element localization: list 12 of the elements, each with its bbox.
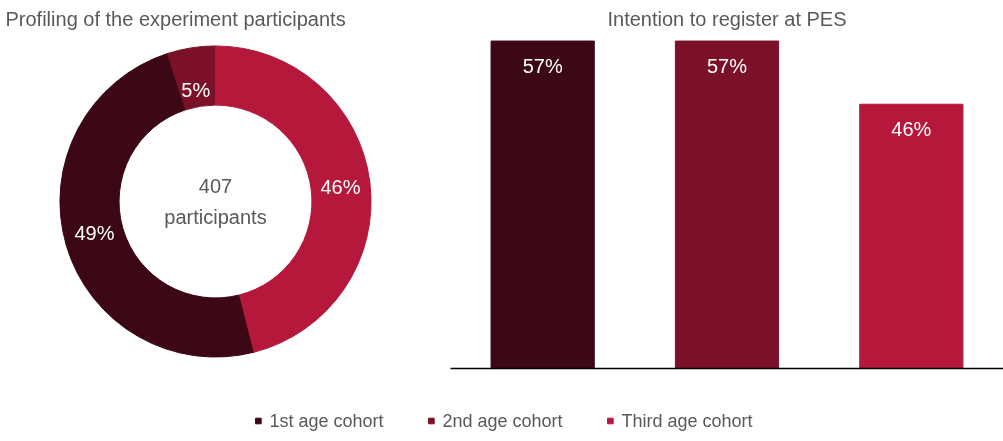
chart-title: Intention to register at PES <box>607 7 847 30</box>
data-label: 5% <box>181 79 211 102</box>
text: 407 participants <box>164 175 267 228</box>
data-label: 49% <box>74 221 115 244</box>
legend-label: 1st age cohort <box>269 410 384 431</box>
legend-label: Third age cohort <box>621 410 753 431</box>
legend-label: 2nd age cohort <box>442 410 563 431</box>
data-label: 57% <box>706 55 748 78</box>
data-label: 57% <box>522 55 563 78</box>
data-label: 46% <box>320 176 361 199</box>
data-label: 46% <box>891 118 932 141</box>
chart-title: Profiling of the experiment participants <box>5 7 346 30</box>
